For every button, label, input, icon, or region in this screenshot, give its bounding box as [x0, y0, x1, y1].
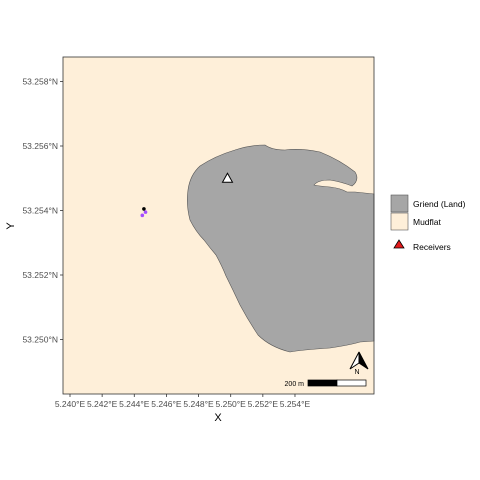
scale-bar: 200 m: [285, 379, 367, 388]
points-layer: [140, 207, 148, 218]
x-tick-label: 5.250°E: [216, 399, 247, 409]
legend: Griend (Land) Mudflat Receivers: [390, 194, 466, 252]
location-point: [140, 213, 145, 218]
receiver-marker: [221, 172, 234, 183]
x-axis-title: X: [214, 412, 222, 424]
griend-island: [187, 144, 375, 353]
x-tick-label: 5.252°E: [248, 399, 279, 409]
x-tick-label: 5.244°E: [119, 399, 150, 409]
x-tick-label: 5.246°E: [151, 399, 182, 409]
y-tick-label: 53.258°N: [22, 77, 58, 87]
location-point: [143, 210, 148, 214]
y-tick-label: 53.252°N: [22, 270, 58, 280]
x-axis-ticks: 5.240°E 5.242°E 5.244°E 5.246°E 5.248°E 5.250…: [55, 394, 311, 409]
x-tick-label: 5.248°E: [183, 399, 214, 409]
legend-key-mudflat: [390, 212, 409, 231]
y-tick-label: 53.256°N: [22, 141, 58, 151]
y-tick-label: 53.254°N: [22, 206, 58, 216]
legend-label-receivers: Receivers: [413, 242, 451, 252]
x-tick-label: 5.254°E: [280, 399, 311, 409]
legend-key-griend: [390, 194, 409, 213]
x-tick-label: 5.242°E: [87, 399, 118, 409]
y-tick-label: 53.250°N: [22, 335, 58, 345]
legend-label-griend: Griend (Land): [413, 199, 466, 209]
receivers-layer: [221, 172, 234, 183]
legend-label-mudflat: Mudflat: [413, 217, 442, 227]
y-axis-ticks: 53.258°N 53.256°N 53.254°N 53.252°N 53.250°N: [22, 77, 63, 345]
scale-bar-label: 200 m: [285, 381, 305, 388]
location-point: [142, 207, 146, 211]
north-arrow-icon: N: [349, 351, 369, 376]
legend-key-receivers: [393, 239, 405, 249]
panel-border: [62, 56, 375, 395]
x-tick-label: 5.240°E: [55, 399, 86, 409]
y-axis-title: Y: [5, 222, 17, 230]
north-arrow-label: N: [354, 369, 359, 376]
